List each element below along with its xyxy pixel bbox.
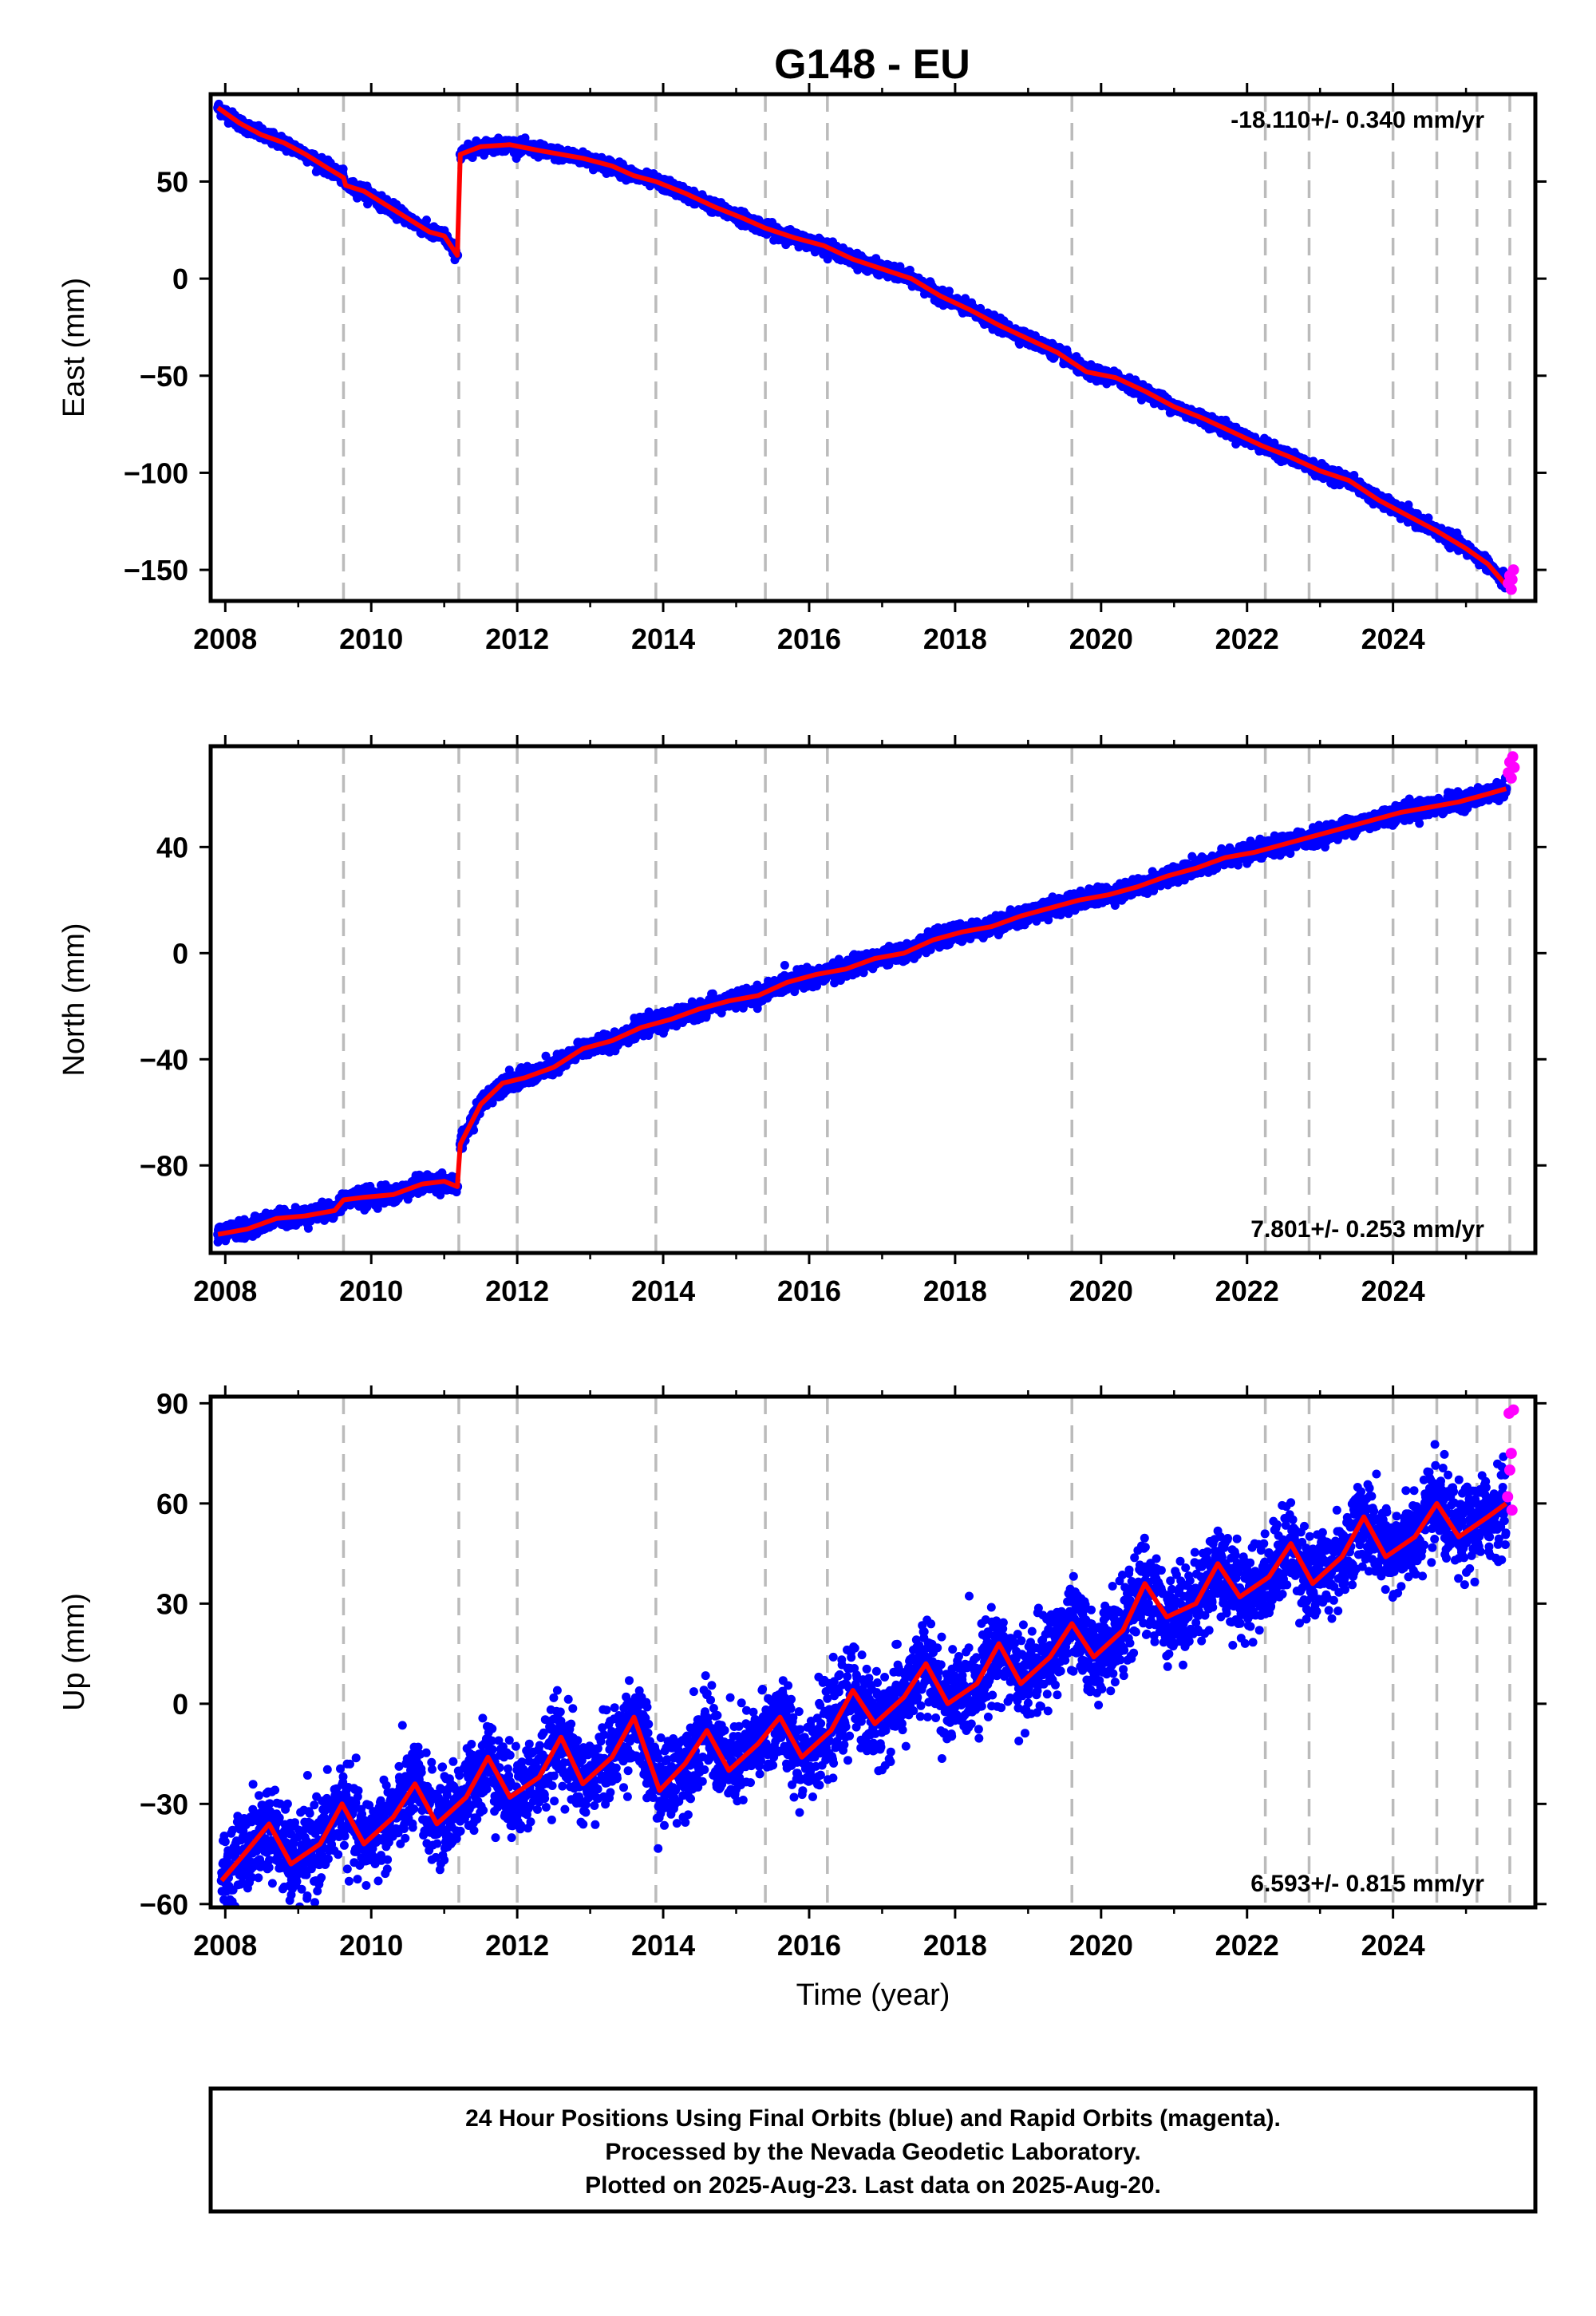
model-fit-line bbox=[216, 105, 1508, 587]
y-axis-label: East (mm) bbox=[57, 278, 91, 417]
plot-area bbox=[213, 751, 1520, 1247]
x-tick-label: 2020 bbox=[1069, 622, 1133, 655]
final-orbit-point bbox=[422, 215, 431, 225]
y-tick-label: −100 bbox=[124, 456, 188, 489]
rapid-orbit-point bbox=[1507, 564, 1519, 576]
y-tick-label: −50 bbox=[140, 360, 188, 393]
final-orbit-point bbox=[338, 164, 348, 174]
rapid-orbit-point bbox=[1505, 583, 1517, 595]
x-tick-label: 2014 bbox=[631, 622, 695, 655]
x-tick-label: 2012 bbox=[485, 622, 549, 655]
y-tick-label: −150 bbox=[124, 554, 188, 587]
x-tick-label: 2010 bbox=[339, 622, 403, 655]
final-orbit-point bbox=[1424, 513, 1433, 523]
x-tick-label: 2018 bbox=[923, 622, 987, 655]
y-tick-label: 0 bbox=[172, 263, 188, 295]
east-panel: 2008 2010 2012 2014 2016 2018 2020 2022 2024 50 0 −… bbox=[57, 83, 1547, 655]
plot-area bbox=[213, 99, 1519, 595]
plot-frame bbox=[208, 92, 1538, 603]
x-tick-label: 2008 bbox=[193, 622, 257, 655]
x-tick-label: 2022 bbox=[1215, 622, 1279, 655]
final-orbits-series bbox=[213, 773, 1511, 1247]
final-orbits-series bbox=[213, 99, 1511, 593]
rate-label: -18.110+/- 0.340 mm/yr bbox=[1231, 107, 1484, 133]
x-tick-label: 2016 bbox=[777, 622, 841, 655]
north-panel: 2008 2010 2012 2014 2016 2018 2020 2022 2024400−… bbox=[57, 735, 1547, 1307]
y-tick-label: 50 bbox=[156, 165, 188, 198]
x-tick-label: 2024 bbox=[1361, 622, 1425, 655]
chart-title: G148 - EU bbox=[774, 41, 970, 88]
rapid-orbit-point bbox=[1506, 574, 1518, 586]
